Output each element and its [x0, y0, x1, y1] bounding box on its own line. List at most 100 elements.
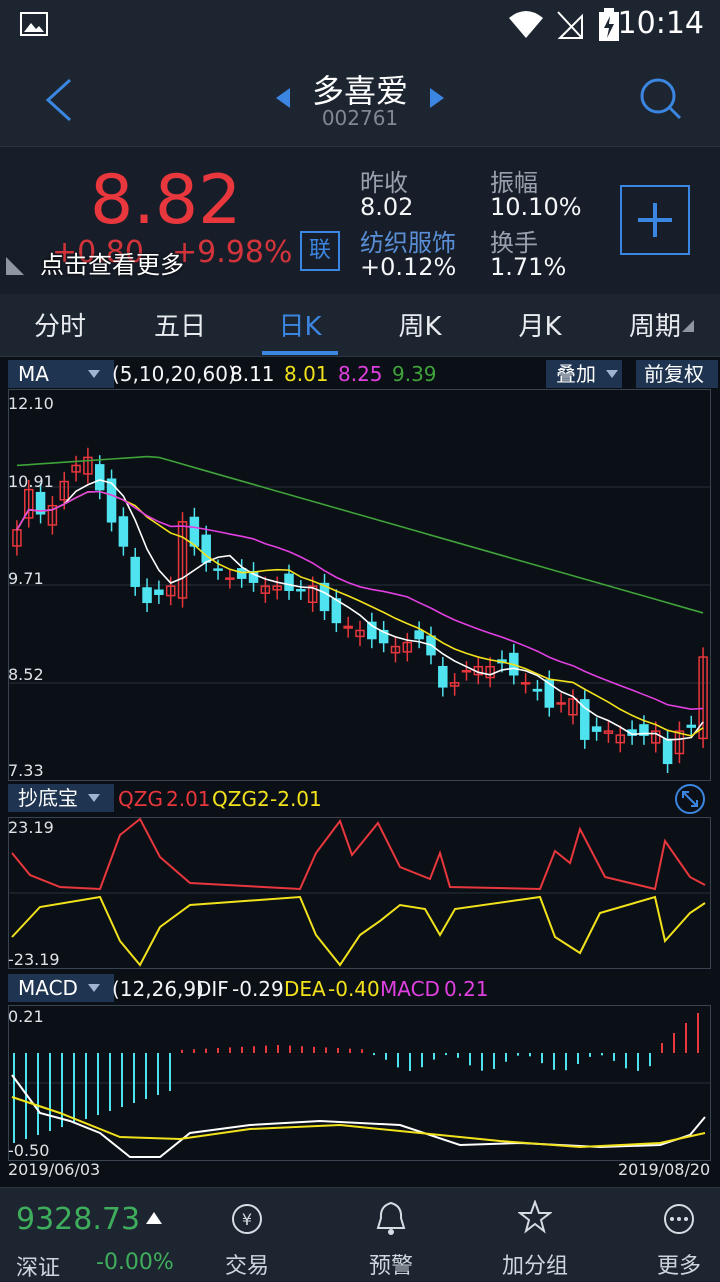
- expand-corner-icon: [6, 257, 24, 275]
- candlestick-chart[interactable]: [0, 389, 720, 781]
- candle-body: [651, 730, 661, 744]
- sector-name[interactable]: 纺织服饰: [360, 229, 456, 257]
- candle-body: [686, 724, 697, 728]
- overlay-button[interactable]: 叠加: [546, 360, 622, 388]
- sector-change: +0.12%: [360, 253, 457, 281]
- candle-body: [165, 585, 176, 597]
- candle-body: [461, 669, 472, 673]
- macd-y-bottom: -0.50: [8, 1141, 50, 1160]
- overlay-label: 叠加: [556, 362, 596, 386]
- period-tabs: 分时 五日 日K 周K 月K 周期: [0, 294, 720, 357]
- candle-body: [189, 516, 200, 547]
- search-icon[interactable]: [638, 76, 682, 120]
- candle-body: [71, 464, 81, 473]
- nav-more-label: 更多: [656, 1254, 701, 1279]
- nav-alert-label: 预警: [368, 1254, 413, 1279]
- prev-stock-icon[interactable]: [276, 88, 290, 108]
- macd-indicator-button[interactable]: MACD: [8, 974, 114, 1002]
- caret-up-icon: [146, 1212, 162, 1224]
- qzg-indicator-button[interactable]: 抄底宝: [8, 784, 114, 812]
- macd-value: 0.21: [444, 977, 489, 1001]
- tab-period[interactable]: 周期: [628, 312, 681, 342]
- fullscreen-icon[interactable]: [674, 783, 706, 815]
- candle-body: [154, 589, 164, 596]
- candle-body: [35, 491, 46, 515]
- candle-body: [580, 699, 590, 740]
- candle-body: [449, 682, 460, 687]
- y-axis-label-2: 10.91: [8, 472, 54, 491]
- candle-body: [520, 682, 531, 685]
- star-icon: [518, 1200, 552, 1234]
- ma-button-label: MA: [18, 362, 49, 386]
- stock-code: 002761: [321, 106, 399, 130]
- candle-body: [402, 641, 413, 653]
- candle-body: [615, 734, 626, 744]
- adjust-button[interactable]: 前复权: [636, 360, 718, 388]
- ma10-value: 8.01: [284, 362, 329, 386]
- candle-body: [307, 585, 318, 604]
- tab-weekly-k[interactable]: 周K: [398, 312, 442, 342]
- dropdown-icon: [88, 984, 100, 992]
- y-axis-label-max: 12.10: [8, 394, 54, 413]
- candle-body: [556, 702, 566, 705]
- qzg-chart[interactable]: [0, 817, 720, 969]
- candle-body: [83, 456, 93, 475]
- period-dropdown-icon: [682, 320, 694, 332]
- dropdown-icon: [606, 370, 618, 378]
- chart-frame: [8, 389, 711, 781]
- turnover-value: 1.71%: [490, 253, 567, 281]
- dropdown-icon: [88, 370, 100, 378]
- no-signal-icon: [557, 11, 583, 39]
- candle-body: [591, 726, 602, 732]
- more-icon: [664, 1204, 694, 1234]
- date-end: 2019/08/20: [618, 1160, 711, 1179]
- candle-body: [260, 585, 271, 594]
- candle-body: [378, 629, 389, 644]
- candle-body: [177, 521, 188, 599]
- candle-body: [272, 585, 282, 591]
- link-badge[interactable]: 联: [300, 231, 340, 271]
- candle-body: [284, 573, 294, 591]
- qzg2-line: [11, 895, 706, 967]
- chart-frame: [8, 1005, 711, 1161]
- status-time: 10:14: [617, 6, 704, 41]
- ma-params: (5,10,20,60): [112, 362, 236, 386]
- next-stock-icon[interactable]: [430, 88, 444, 108]
- qzg2-label: QZG2: [212, 787, 270, 811]
- ma20-line: [16, 490, 704, 710]
- candle-body: [367, 621, 377, 640]
- candle-body: [532, 688, 543, 692]
- dif-value: -0.29: [232, 977, 284, 1001]
- candle-body: [130, 556, 140, 587]
- add-watchlist-button[interactable]: [620, 185, 690, 255]
- ma60-line: [16, 455, 704, 614]
- candle-body: [438, 665, 448, 688]
- gallery-icon: [20, 12, 48, 36]
- qzg-button-label: 抄底宝: [18, 786, 78, 810]
- more-hint[interactable]: 点击查看更多: [40, 251, 184, 279]
- qzg-y-top: 23.19: [8, 818, 54, 837]
- macd-y-top: 0.21: [8, 1007, 44, 1026]
- ma60-value: 9.39: [392, 362, 437, 386]
- ma5-value: 8.11: [230, 362, 275, 386]
- bell-icon: [376, 1201, 406, 1235]
- candle-body: [118, 516, 129, 547]
- macd-chart[interactable]: [0, 1005, 720, 1161]
- candle-body: [414, 630, 424, 640]
- ma-indicator-button[interactable]: MA: [8, 360, 114, 388]
- y-axis-label-4: 8.52: [8, 665, 44, 684]
- candle-body: [544, 679, 555, 708]
- macd-button-label: MACD: [18, 976, 78, 1000]
- candle-body: [225, 577, 235, 580]
- candle-body: [142, 587, 152, 604]
- tab-five-day[interactable]: 五日: [153, 312, 206, 342]
- candle-body: [662, 738, 673, 765]
- back-icon[interactable]: [44, 78, 74, 122]
- index-value[interactable]: 9328.73: [16, 1202, 141, 1237]
- candle-body: [568, 698, 578, 716]
- candle-body: [674, 730, 685, 755]
- tab-minute[interactable]: 分时: [33, 312, 86, 342]
- tab-daily-k[interactable]: 日K: [278, 312, 322, 342]
- tab-monthly-k[interactable]: 月K: [518, 312, 562, 342]
- candle-body: [485, 665, 495, 679]
